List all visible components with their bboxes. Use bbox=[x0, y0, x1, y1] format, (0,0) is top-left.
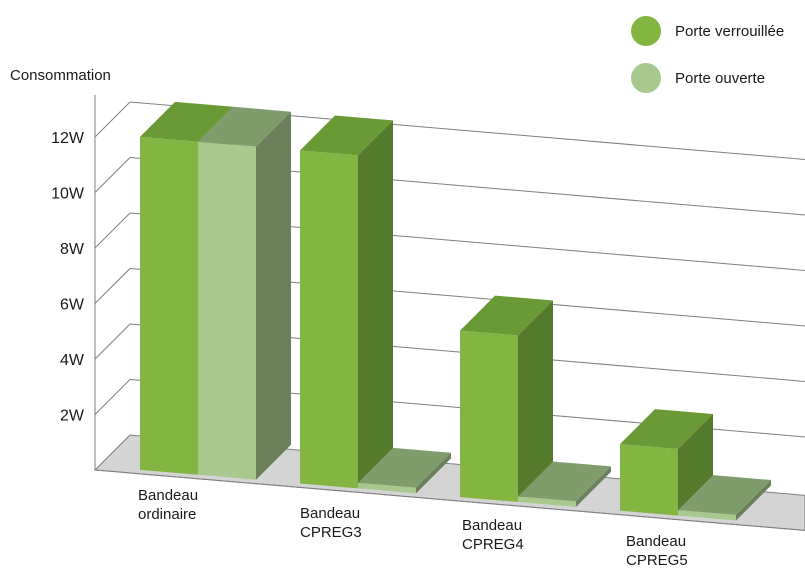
category-label-line: CPREG3 bbox=[300, 524, 362, 541]
legend-label-verrouillee: Porte verrouillée bbox=[675, 23, 784, 40]
bar-verrouillee-2 bbox=[460, 330, 518, 502]
category-labels: Bandeau ordinaire Bandeau CPREG3 Bandeau CPRE… bbox=[138, 487, 688, 568]
y-tick-label: 8W bbox=[60, 241, 85, 258]
bar-ouverte-1-side bbox=[416, 452, 451, 494]
bar-ouverte-2 bbox=[518, 496, 576, 507]
y-axis-title: Consommation bbox=[10, 67, 111, 84]
grid-diagonal bbox=[94, 379, 131, 415]
bar-ouverte-3-top bbox=[678, 475, 771, 516]
bar-ouverte-0-side bbox=[256, 111, 291, 480]
bar-verrouillee-2-top bbox=[460, 295, 553, 336]
legend-item-ouverte: Porte ouverte bbox=[631, 63, 765, 93]
bar-verrouillee-1 bbox=[300, 150, 358, 489]
grid-diagonal bbox=[94, 268, 131, 304]
category-label-line: Bandeau bbox=[300, 505, 360, 522]
category-label-line: CPREG4 bbox=[462, 536, 524, 553]
legend: Porte verrouillée Porte ouverte bbox=[631, 16, 784, 93]
category-label-line: CPREG5 bbox=[626, 552, 688, 568]
bar-ouverte-3-side bbox=[736, 480, 771, 521]
bar-ouverte-0-top bbox=[198, 106, 291, 147]
category-label-line: Bandeau bbox=[138, 487, 198, 504]
bar-ouverte-1 bbox=[358, 482, 416, 494]
x-axis-line bbox=[94, 469, 805, 531]
category-label: Bandeau CPREG4 bbox=[462, 517, 524, 553]
grid-diagonal bbox=[94, 101, 131, 138]
bar-ouverte-0 bbox=[198, 141, 256, 480]
ticks-layer: 2W 4W 6W 8W 10W 12W bbox=[51, 130, 85, 425]
bar-verrouillee-3-side bbox=[678, 414, 713, 516]
bars-layer bbox=[140, 101, 771, 521]
grid-diagonal bbox=[94, 323, 131, 360]
grid-diagonal bbox=[94, 157, 131, 193]
category-label-line: ordinaire bbox=[138, 506, 196, 523]
category-label-line: Bandeau bbox=[626, 533, 686, 550]
y-tick-label: 12W bbox=[51, 130, 85, 147]
y-tick-label: 10W bbox=[51, 186, 85, 203]
category-label: Bandeau ordinaire bbox=[138, 487, 198, 523]
bar-verrouillee-0-top bbox=[140, 101, 233, 142]
legend-swatch-ouverte bbox=[631, 63, 661, 93]
legend-swatch-verrouillee bbox=[631, 16, 661, 46]
category-label: Bandeau CPREG3 bbox=[300, 505, 362, 541]
grid-diagonal bbox=[94, 212, 131, 249]
bar-verrouillee-0 bbox=[140, 136, 198, 475]
legend-item-verrouillee: Porte verrouillée bbox=[631, 16, 784, 46]
category-label-line: Bandeau bbox=[462, 517, 522, 534]
y-tick-label: 2W bbox=[60, 408, 85, 425]
bar-ouverte-2-side bbox=[576, 466, 611, 507]
legend-label-ouverte: Porte ouverte bbox=[675, 70, 765, 87]
bar-verrouillee-3-top bbox=[620, 409, 713, 450]
bar-ouverte-1-top bbox=[358, 447, 451, 488]
bar-ouverte-2-top bbox=[518, 461, 611, 502]
bar-verrouillee-2-side bbox=[518, 300, 553, 502]
bar-verrouillee-1-side bbox=[358, 120, 393, 489]
y-tick-label: 4W bbox=[60, 352, 85, 369]
bar-verrouillee-3 bbox=[620, 444, 678, 516]
y-tick-label: 6W bbox=[60, 297, 85, 314]
bar-verrouillee-1-top bbox=[300, 115, 393, 156]
category-label: Bandeau CPREG5 bbox=[626, 533, 688, 568]
bar-ouverte-3 bbox=[678, 510, 736, 521]
